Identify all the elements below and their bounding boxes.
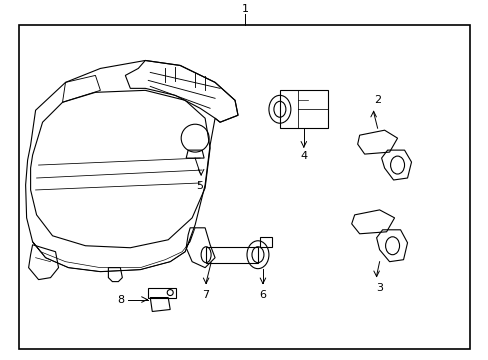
Text: 6: 6 — [259, 289, 266, 300]
Text: 8: 8 — [117, 294, 123, 305]
Text: 1: 1 — [241, 4, 248, 14]
Text: 5: 5 — [196, 181, 203, 191]
Text: 3: 3 — [375, 283, 382, 293]
Text: 7: 7 — [202, 289, 209, 300]
Text: 2: 2 — [373, 95, 381, 105]
Bar — [148, 288, 176, 298]
Bar — [205, 247, 258, 263]
Bar — [260, 237, 271, 247]
Bar — [279, 90, 327, 128]
Text: 4: 4 — [300, 151, 307, 161]
